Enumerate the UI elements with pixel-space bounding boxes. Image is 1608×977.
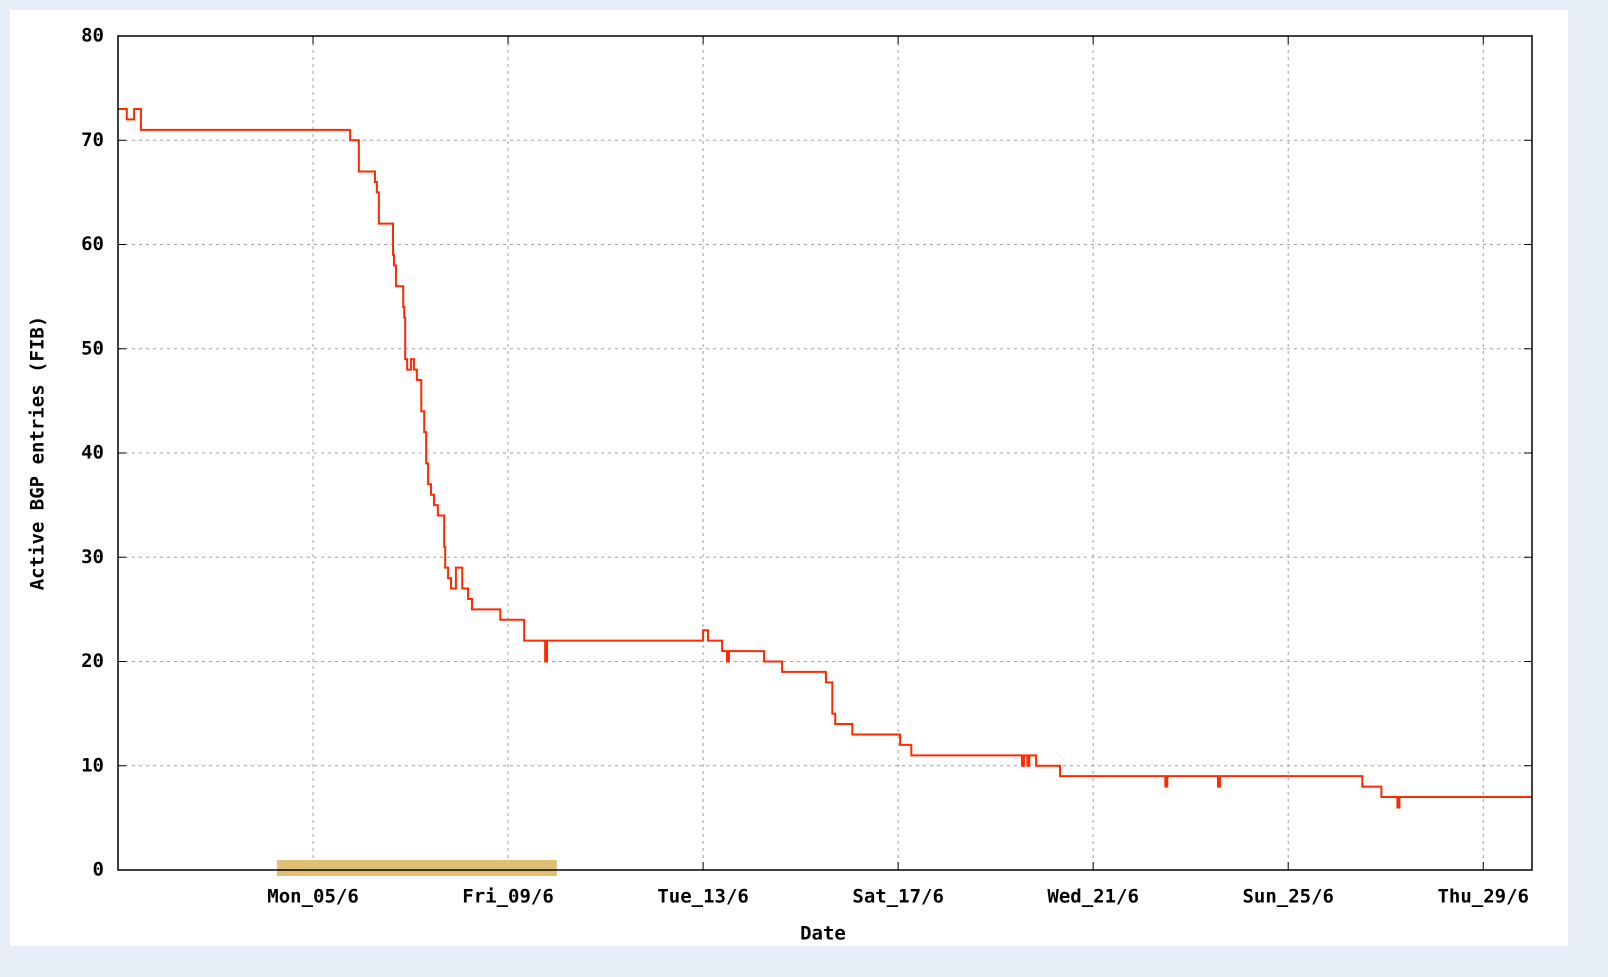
y-tick-label: 80 <box>81 25 104 47</box>
y-tick-label: 70 <box>81 129 104 151</box>
y-tick-label: 0 <box>93 859 104 881</box>
chart-background <box>10 10 1568 946</box>
data-line <box>118 107 1532 809</box>
y-tick-label: 60 <box>81 233 104 255</box>
x-tick-label: Mon_05/6 <box>267 886 359 908</box>
x-tick-label: Thu_29/6 <box>1437 886 1529 908</box>
x-tick-label: Tue_13/6 <box>657 886 749 908</box>
y-tick-label: 40 <box>81 442 104 464</box>
y-tick-label: 10 <box>81 754 104 776</box>
x-tick-label: Sat_17/6 <box>852 886 944 908</box>
x-tick-label: Fri_09/6 <box>462 886 554 908</box>
y-tick-label: 50 <box>81 337 104 359</box>
y-axis-label: Active BGP entries (FIB) <box>27 316 49 591</box>
x-axis-label: Date <box>800 923 846 945</box>
x-tick-label: Sun_25/6 <box>1242 886 1334 908</box>
y-tick-label: 20 <box>81 650 104 672</box>
plot-frame <box>117 35 1533 871</box>
y-tick-label: 30 <box>81 546 104 568</box>
x-tick-label: Wed_21/6 <box>1047 886 1139 908</box>
highlight-span <box>276 860 557 876</box>
